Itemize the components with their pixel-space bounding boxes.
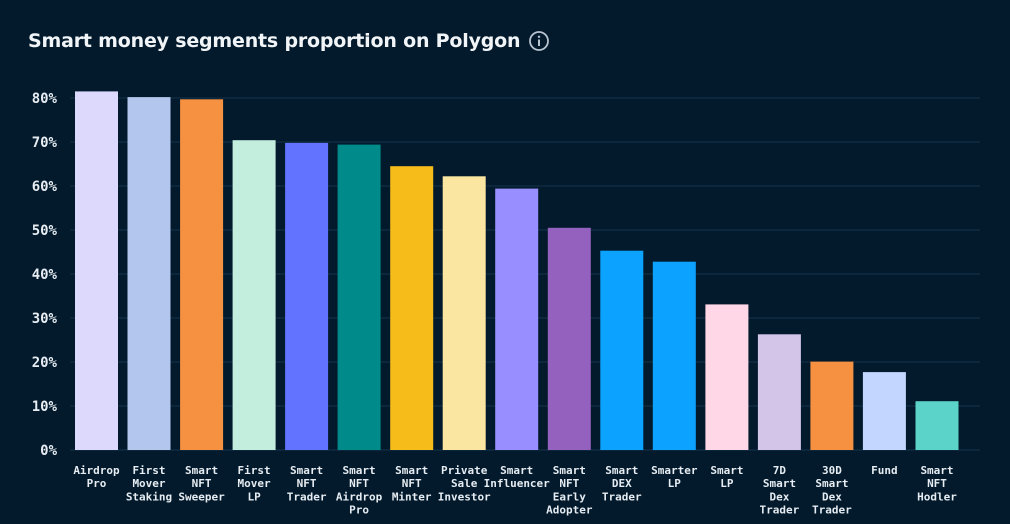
x-tick-label: Private Sale Investor (438, 464, 491, 503)
bar[interactable] (757, 334, 801, 450)
bar[interactable] (337, 144, 381, 450)
bar[interactable] (810, 361, 854, 450)
x-tick-label: Fund (871, 464, 898, 477)
bar[interactable] (862, 372, 906, 450)
bar[interactable] (127, 97, 171, 450)
bar[interactable] (600, 250, 644, 450)
y-tick-label: 70% (32, 135, 58, 151)
y-tick-label: 20% (32, 355, 58, 371)
x-tick-label: Smart NFT Hodler (917, 464, 957, 503)
x-tick-label: Smart NFT Airdrop Pro (336, 464, 383, 517)
bar[interactable] (495, 188, 539, 450)
bar[interactable] (180, 99, 224, 451)
bar[interactable] (705, 304, 749, 450)
bar[interactable] (390, 166, 434, 450)
x-tick-label: Smart NFT Early Adopter (546, 464, 593, 517)
y-tick-label: 60% (32, 179, 58, 195)
chart-title-row: Smart money segments proportion on Polyg… (28, 30, 550, 52)
bars (75, 91, 959, 451)
x-tick-label: Smarter LP (651, 464, 698, 490)
x-tick-label: 30D Smart Dex Trader (812, 464, 852, 517)
x-tick-label: 7D Smart Dex Trader (760, 464, 800, 517)
x-tick-label: Smart NFT Sweeper (178, 464, 225, 503)
x-tick-label: Smart DEX Trader (602, 464, 642, 503)
x-tick-label: Airdrop Pro (73, 464, 120, 490)
y-tick-label: 40% (32, 267, 58, 283)
bar[interactable] (75, 91, 118, 451)
y-tick-label: 10% (32, 399, 58, 415)
x-tick-label: Smart NFT Trader (287, 464, 327, 503)
y-tick-label: 30% (32, 311, 58, 327)
bar[interactable] (285, 142, 329, 450)
bar[interactable] (232, 140, 276, 450)
bar[interactable] (442, 176, 486, 451)
bar[interactable] (915, 401, 959, 450)
x-tick-label: Smart NFT Minter (392, 464, 432, 503)
y-axis-labels: 0% 10% 20% 30% 40% 50% 60% 70% 80% (32, 91, 58, 459)
x-tick-label: First Mover LP (238, 464, 271, 503)
x-tick-label: Smart LP (710, 464, 743, 490)
x-tick-label: Smart Influencer (484, 464, 551, 490)
bar[interactable] (652, 261, 696, 450)
bar[interactable] (547, 227, 591, 450)
y-tick-label: 50% (32, 223, 58, 239)
x-tick-label: First Mover Staking (126, 464, 172, 503)
chart-title: Smart money segments proportion on Polyg… (28, 30, 521, 52)
y-tick-label: 80% (32, 91, 58, 107)
y-tick-label: 0% (40, 443, 57, 459)
info-circle-icon[interactable] (528, 30, 550, 52)
